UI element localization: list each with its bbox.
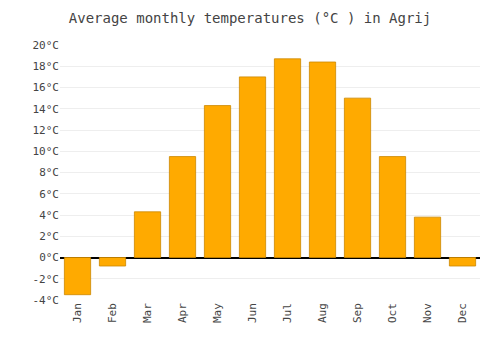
svg-text:Feb: Feb <box>106 303 119 323</box>
svg-text:10°C: 10°C <box>33 145 60 158</box>
svg-text:12°C: 12°C <box>33 124 60 137</box>
svg-text:20°C: 20°C <box>33 39 60 52</box>
svg-text:Average monthly temperatures (: Average monthly temperatures (°C ) in Ag… <box>69 10 431 26</box>
svg-text:Apr: Apr <box>176 303 189 323</box>
svg-text:-2°C: -2°C <box>33 273 60 286</box>
svg-text:Dec: Dec <box>456 303 469 323</box>
svg-text:14°C: 14°C <box>33 103 60 116</box>
svg-text:16°C: 16°C <box>33 81 60 94</box>
svg-text:Jun: Jun <box>246 303 259 323</box>
svg-text:May: May <box>211 303 224 323</box>
svg-text:Sep: Sep <box>351 303 364 323</box>
svg-text:Jan: Jan <box>71 303 84 323</box>
svg-text:6°C: 6°C <box>39 188 59 201</box>
svg-text:18°C: 18°C <box>33 60 60 73</box>
svg-text:2°C: 2°C <box>39 230 59 243</box>
svg-text:Mar: Mar <box>141 303 154 323</box>
svg-text:4°C: 4°C <box>39 209 59 222</box>
svg-text:Oct: Oct <box>386 303 399 323</box>
svg-text:8°C: 8°C <box>39 166 59 179</box>
svg-text:0°C: 0°C <box>39 251 59 264</box>
svg-text:Jul: Jul <box>281 303 294 323</box>
svg-text:Nov: Nov <box>421 303 434 323</box>
svg-text:-4°C: -4°C <box>33 294 60 307</box>
svg-text:Aug: Aug <box>316 303 329 323</box>
